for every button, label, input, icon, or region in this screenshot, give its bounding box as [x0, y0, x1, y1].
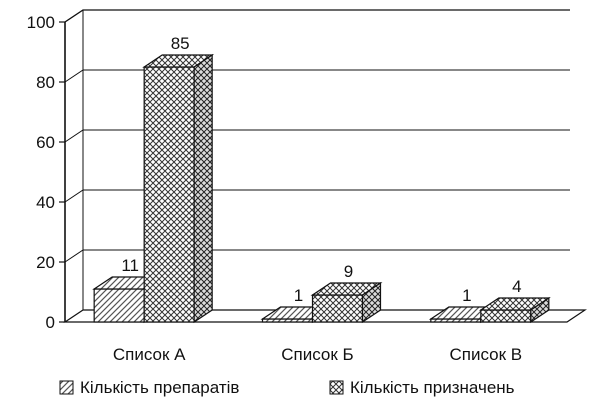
y-tick-label: 0	[46, 313, 55, 332]
bar-side	[361, 281, 382, 324]
legend-swatch	[329, 380, 344, 395]
x-axis-labels: Список А Список Б Список В	[113, 345, 522, 364]
bar	[478, 296, 551, 324]
y-tick-label: 80	[36, 73, 55, 92]
bar-front	[93, 288, 145, 323]
data-label: 1	[462, 286, 471, 305]
category-label: Список Б	[281, 345, 353, 364]
data-label: 9	[344, 262, 353, 281]
legend: Кількість препаратів Кількість призначень	[59, 378, 515, 397]
y-tick-label: 100	[27, 13, 55, 32]
data-label: 4	[512, 277, 521, 296]
bar-front	[480, 309, 532, 323]
gridlines	[64, 9, 570, 263]
legend-label: Кількість призначень	[350, 378, 515, 397]
legend-label: Кількість препаратів	[80, 378, 239, 397]
category-label: Список А	[113, 345, 186, 364]
gridline	[64, 69, 570, 83]
gridline	[64, 249, 570, 263]
data-label: 85	[171, 34, 190, 53]
bar-front	[143, 66, 195, 323]
y-tick-label: 20	[36, 253, 55, 272]
data-label: 1	[294, 286, 303, 305]
bar-side	[530, 296, 550, 324]
y-axis: 0 20 40 60 80 100	[27, 13, 66, 332]
floor	[63, 309, 587, 323]
bar-front	[311, 294, 364, 323]
legend-swatch	[59, 380, 74, 395]
gridline	[64, 189, 570, 203]
gridline	[64, 129, 570, 143]
back-wall-edge	[64, 9, 570, 322]
plot-walls	[63, 9, 587, 323]
bar	[310, 281, 383, 324]
gridline	[64, 9, 570, 23]
bars	[92, 53, 551, 324]
category-label: Список В	[450, 345, 523, 364]
data-labels: 11 85 1 9 1 4	[121, 34, 521, 305]
bar	[142, 53, 215, 324]
y-tick-label: 40	[36, 193, 55, 212]
bar-side	[193, 53, 213, 324]
data-label: 11	[121, 256, 139, 275]
y-tick-label: 60	[36, 133, 55, 152]
